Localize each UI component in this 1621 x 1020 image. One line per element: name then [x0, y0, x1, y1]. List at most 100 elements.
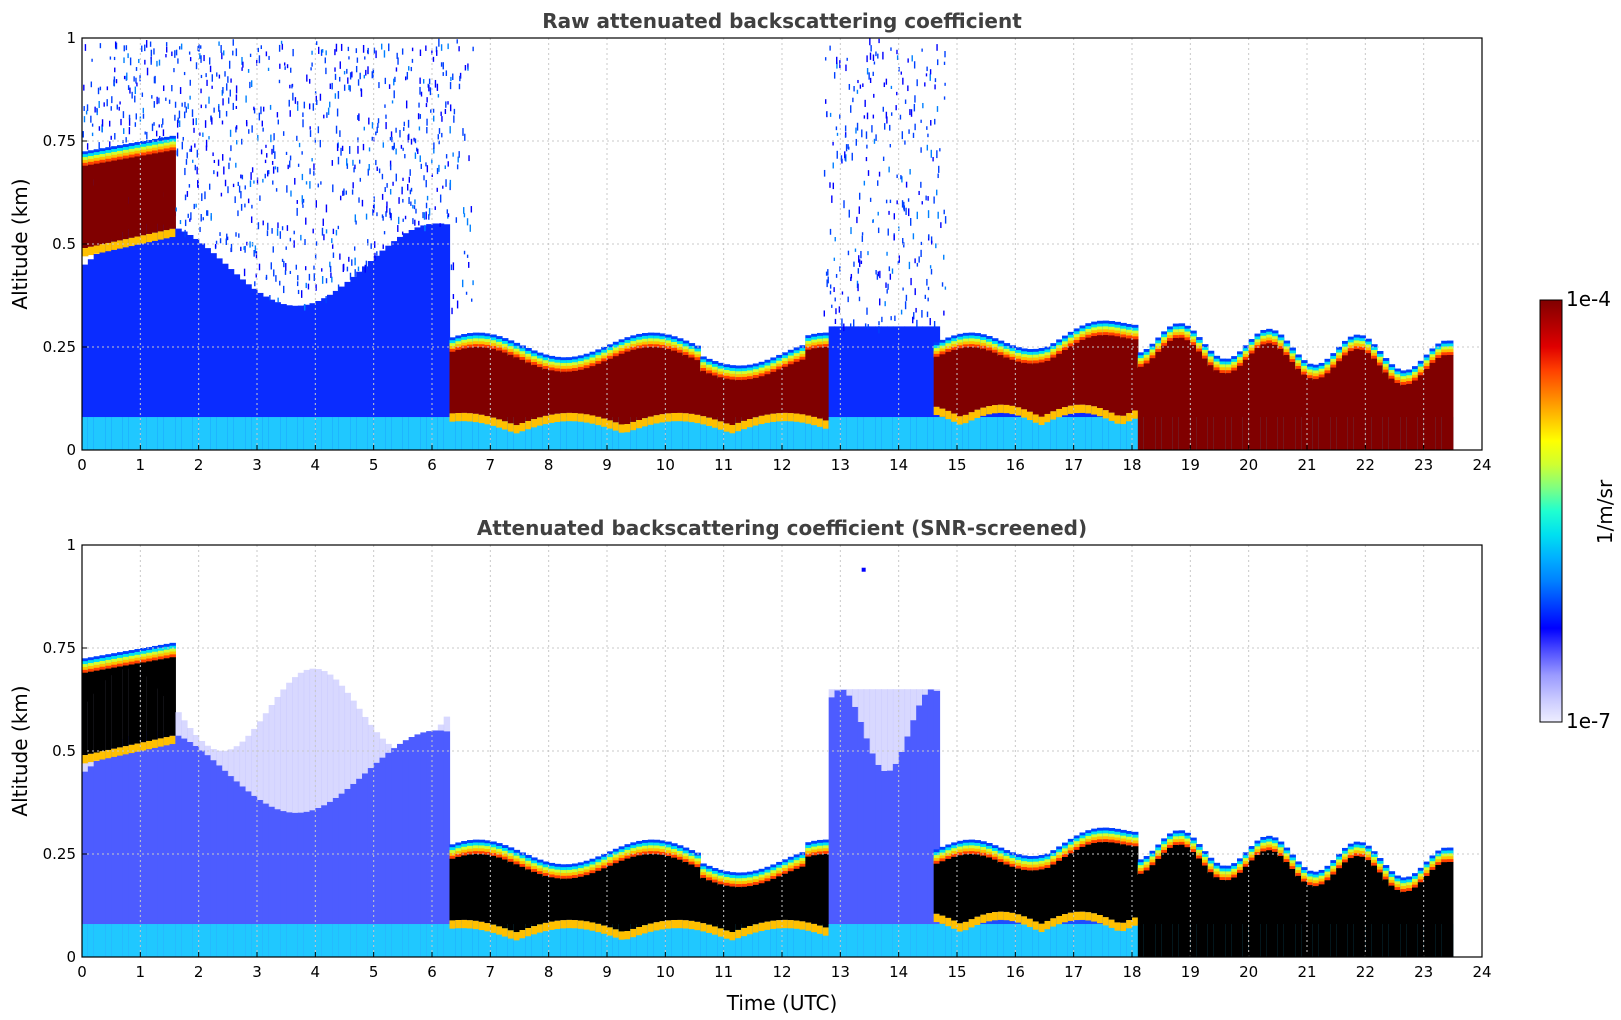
heatmap-cell [957, 345, 964, 350]
heatmap-cell [560, 368, 567, 373]
heatmap-cell [394, 76, 396, 83]
heatmap-cell [467, 851, 474, 856]
heatmap-cell [120, 118, 122, 126]
heatmap-cell [554, 920, 561, 929]
heatmap-cell [94, 106, 96, 113]
heatmap-cell [1021, 924, 1028, 957]
heatmap-cell [870, 45, 872, 52]
heatmap-cell [254, 281, 256, 287]
heatmap-cell [1382, 369, 1390, 374]
heatmap-cell [1009, 866, 1016, 913]
heatmap-cell [861, 235, 864, 242]
heatmap-cell [452, 262, 455, 271]
heatmap-cell [677, 924, 684, 957]
heatmap-cell [850, 277, 852, 281]
heatmap-cell [688, 357, 696, 414]
heatmap-cell [83, 106, 85, 111]
heatmap-cell [1108, 924, 1116, 957]
heatmap-cell [752, 377, 760, 418]
heatmap-cell [1021, 869, 1028, 917]
heatmap-cell [642, 347, 649, 419]
heatmap-cell [368, 117, 370, 125]
heatmap-cell [321, 298, 328, 450]
heatmap-cell [192, 118, 195, 126]
heatmap-cell [140, 224, 147, 450]
heatmap-cell [851, 152, 853, 161]
heatmap-cell [425, 179, 427, 188]
heatmap-cell [373, 255, 381, 450]
heatmap-cell [461, 279, 464, 288]
heatmap-cell [274, 924, 281, 957]
heatmap-cell [1260, 848, 1267, 853]
heatmap-cell [99, 159, 106, 164]
heatmap-cell [822, 417, 830, 450]
heatmap-cell [881, 770, 888, 957]
heatmap-cell [1382, 879, 1390, 957]
heatmap-cell [618, 857, 626, 862]
heatmap-cell [817, 347, 824, 419]
heatmap-cell [852, 326, 859, 450]
heatmap-cell [856, 89, 859, 94]
heatmap-cell [729, 932, 736, 941]
heatmap-cell [914, 288, 916, 296]
heatmap-cell [157, 730, 165, 957]
heatmap-cell [193, 127, 195, 133]
heatmap-cell [872, 71, 874, 76]
heatmap-cell [877, 271, 879, 277]
heatmap-cell [1091, 336, 1098, 407]
heatmap-cell [277, 222, 279, 229]
heatmap-cell [832, 141, 834, 146]
heatmap-cell [367, 261, 375, 450]
heatmap-cell [1161, 849, 1168, 854]
heatmap-cell [470, 206, 473, 213]
heatmap-cell [922, 694, 929, 957]
heatmap-cell [101, 119, 104, 127]
heatmap-cell [292, 677, 299, 813]
heatmap-cell [825, 112, 828, 116]
heatmap-cell [134, 95, 136, 103]
heatmap-cell [410, 66, 413, 72]
heatmap-cell [356, 57, 359, 63]
heatmap-cell [531, 924, 538, 957]
heatmap-cell [169, 654, 176, 659]
heatmap-cell [362, 716, 369, 774]
heatmap-cell [161, 124, 163, 128]
heatmap-cell [437, 730, 445, 957]
heatmap-cell [484, 924, 491, 957]
heatmap-cell [452, 294, 455, 300]
heatmap-cell [1120, 417, 1127, 450]
heatmap-cell [747, 417, 754, 450]
heatmap-cell [268, 924, 276, 957]
heatmap-cell [1050, 918, 1057, 927]
heatmap-cell [87, 417, 95, 450]
heatmap-cell [636, 419, 643, 429]
heatmap-cell [776, 413, 783, 422]
heatmap-cell [1347, 351, 1355, 450]
heatmap-cell [1038, 923, 1046, 933]
heatmap-cell [367, 724, 375, 769]
heatmap-cell [386, 201, 388, 208]
heatmap-cell [659, 924, 666, 957]
heatmap-cell [240, 203, 243, 211]
heatmap-cell [179, 87, 182, 94]
heatmap-cell [811, 417, 818, 450]
heatmap-cell [206, 210, 208, 216]
heatmap-cell [111, 160, 118, 242]
heatmap-cell [272, 145, 275, 154]
heatmap-cell [348, 256, 350, 262]
heatmap-cell [1038, 417, 1046, 450]
heatmap-cell [853, 319, 855, 328]
heatmap-cell [601, 868, 608, 926]
heatmap-cell [618, 353, 626, 425]
heatmap-cell [915, 307, 917, 313]
heatmap-cell [1079, 404, 1086, 413]
heatmap-cell [1312, 886, 1320, 957]
heatmap-cell [308, 273, 311, 281]
heatmap-cell [385, 122, 387, 130]
heatmap-cell [327, 674, 334, 802]
heatmap-cell [892, 689, 900, 764]
heatmap-cell [302, 112, 304, 118]
heatmap-cell [459, 75, 461, 82]
heatmap-cell [467, 67, 469, 71]
heatmap-cell [1353, 853, 1361, 858]
